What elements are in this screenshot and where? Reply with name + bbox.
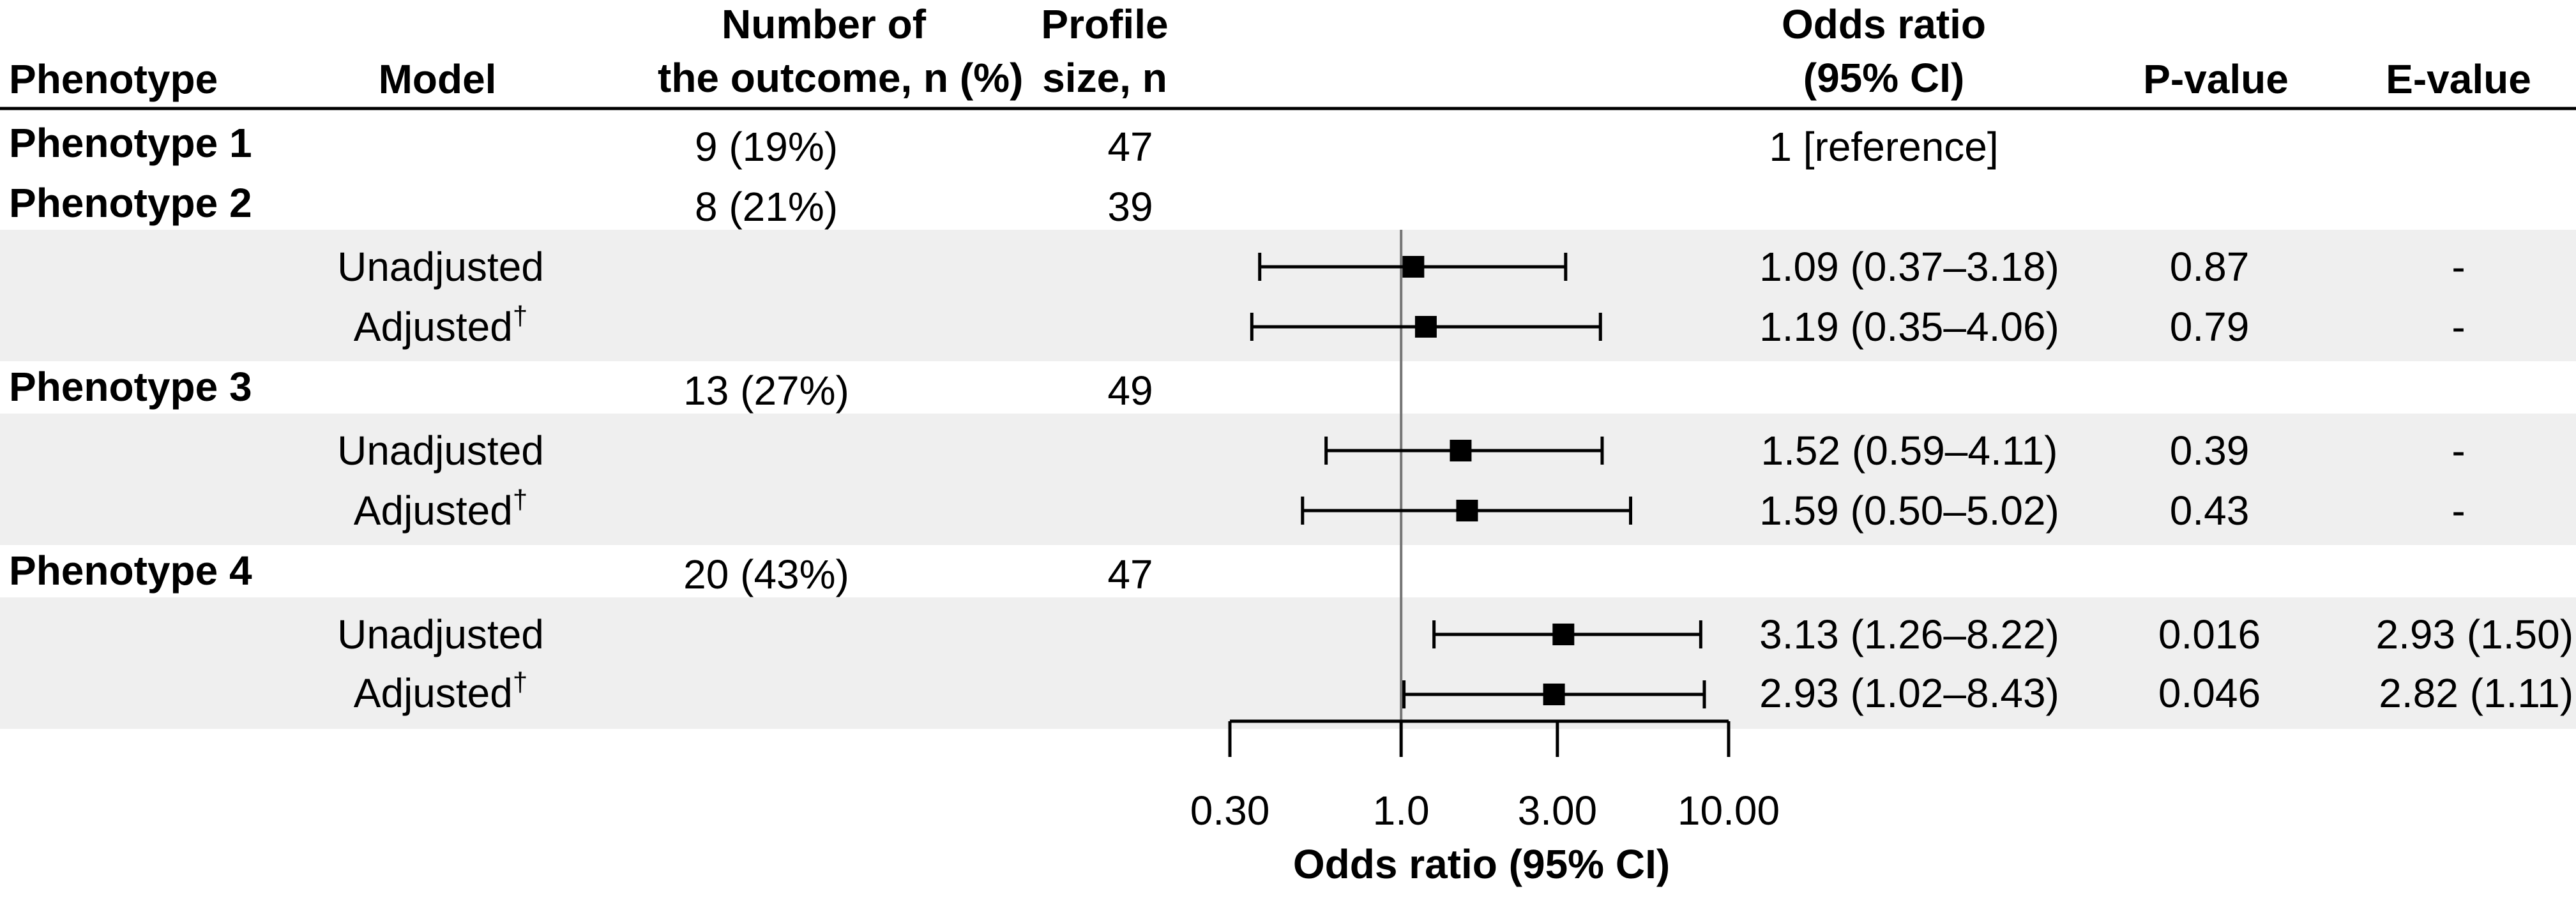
phenotype-3-unadjusted-or: 1.52 (0.59–4.11) (1761, 428, 2058, 474)
header-model: Model (378, 56, 497, 102)
tick-label-2: 3.00 (1517, 788, 1598, 834)
header-odds-ratio-line1: Odds ratio (1781, 1, 1987, 47)
phenotype-2-outcome: 8 (21%) (694, 184, 838, 230)
phenotype-4-unadjusted-or: 3.13 (1.26–8.22) (1759, 611, 2059, 657)
point-estimate-phenotype-4-adjusted (1543, 684, 1565, 705)
tick-label-0: 0.30 (1190, 788, 1270, 834)
phenotype-4-unadjusted-e: 2.93 (1.50) (2375, 611, 2573, 657)
phenotype-3-outcome: 13 (27%) (683, 368, 849, 414)
phenotype-2-unadjusted-model: Unadjusted (337, 244, 544, 290)
header-odds-ratio-line2: (95% CI) (1803, 55, 1965, 101)
phenotype-1-label: Phenotype 1 (9, 120, 252, 166)
point-estimate-phenotype-4-unadjusted (1552, 624, 1575, 645)
phenotype-2-unadjusted-or: 1.09 (0.37–3.18) (1759, 244, 2059, 290)
phenotype-2-unadjusted-e: - (2451, 244, 2466, 290)
phenotype-4-size: 47 (1107, 551, 1153, 597)
header-phenotype: Phenotype (9, 56, 218, 102)
phenotype-4-adjusted-or: 2.93 (1.02–8.43) (1759, 670, 2059, 716)
phenotype-3-size: 49 (1107, 368, 1153, 414)
band-phenotype-4 (0, 597, 2576, 729)
header-outcome-line2: the outcome, n (%) (658, 55, 1024, 101)
phenotype-3-unadjusted-e: - (2451, 428, 2466, 474)
phenotype-4-label: Phenotype 4 (9, 548, 252, 594)
header-profile-line2: size, n (1042, 55, 1167, 101)
phenotype-3-label: Phenotype 3 (9, 364, 252, 410)
phenotype-3-adjusted-p: 0.43 (2169, 488, 2250, 534)
band-phenotype-2 (0, 230, 2576, 361)
phenotype-4-outcome: 20 (43%) (683, 551, 849, 597)
phenotype-4-adjusted-e: 2.82 (1.11) (2379, 670, 2573, 716)
phenotype-2-adjusted-p: 0.79 (2169, 304, 2250, 350)
tick-label-3: 10.00 (1677, 788, 1780, 834)
phenotype-2-adjusted-model: Adjusted† (353, 301, 528, 350)
point-estimate-phenotype-2-adjusted (1414, 316, 1437, 338)
phenotype-4-adjusted-model: Adjusted† (353, 667, 528, 716)
phenotype-2-size: 39 (1107, 184, 1153, 230)
phenotype-3-adjusted-or: 1.59 (0.50–5.02) (1759, 488, 2059, 534)
phenotype-1-outcome: 9 (19%) (694, 124, 838, 170)
phenotype-1-size: 47 (1107, 124, 1153, 170)
phenotype-4-adjusted-p: 0.046 (2158, 670, 2261, 716)
point-estimate-phenotype-2-unadjusted (1402, 256, 1425, 278)
x-axis-title: Odds ratio (95% CI) (1292, 841, 1671, 887)
point-estimate-phenotype-3-unadjusted (1450, 440, 1472, 461)
phenotype-3-adjusted-model: Adjusted† (353, 484, 528, 534)
point-estimate-phenotype-3-adjusted (1456, 500, 1478, 521)
header-p-value: P-value (2143, 56, 2289, 102)
phenotype-1-reference: 1 [reference] (1769, 124, 1999, 170)
phenotype-2-adjusted-or: 1.19 (0.35–4.06) (1759, 304, 2059, 350)
phenotype-3-adjusted-e: - (2451, 488, 2466, 534)
phenotype-2-unadjusted-p: 0.87 (2169, 244, 2250, 290)
phenotype-3-unadjusted-p: 0.39 (2169, 428, 2250, 474)
header-profile-line1: Profile (1041, 1, 1169, 47)
phenotype-4-unadjusted-p: 0.016 (2158, 611, 2261, 657)
tick-label-1: 1.0 (1372, 788, 1430, 834)
band-phenotype-3 (0, 414, 2576, 545)
header-e-value: E-value (2386, 56, 2531, 102)
phenotype-2-label: Phenotype 2 (9, 180, 252, 226)
phenotype-4-unadjusted-model: Unadjusted (337, 611, 544, 657)
phenotype-3-unadjusted-model: Unadjusted (337, 428, 544, 474)
phenotype-2-adjusted-e: - (2451, 304, 2466, 350)
header-outcome-line1: Number of (722, 1, 926, 47)
